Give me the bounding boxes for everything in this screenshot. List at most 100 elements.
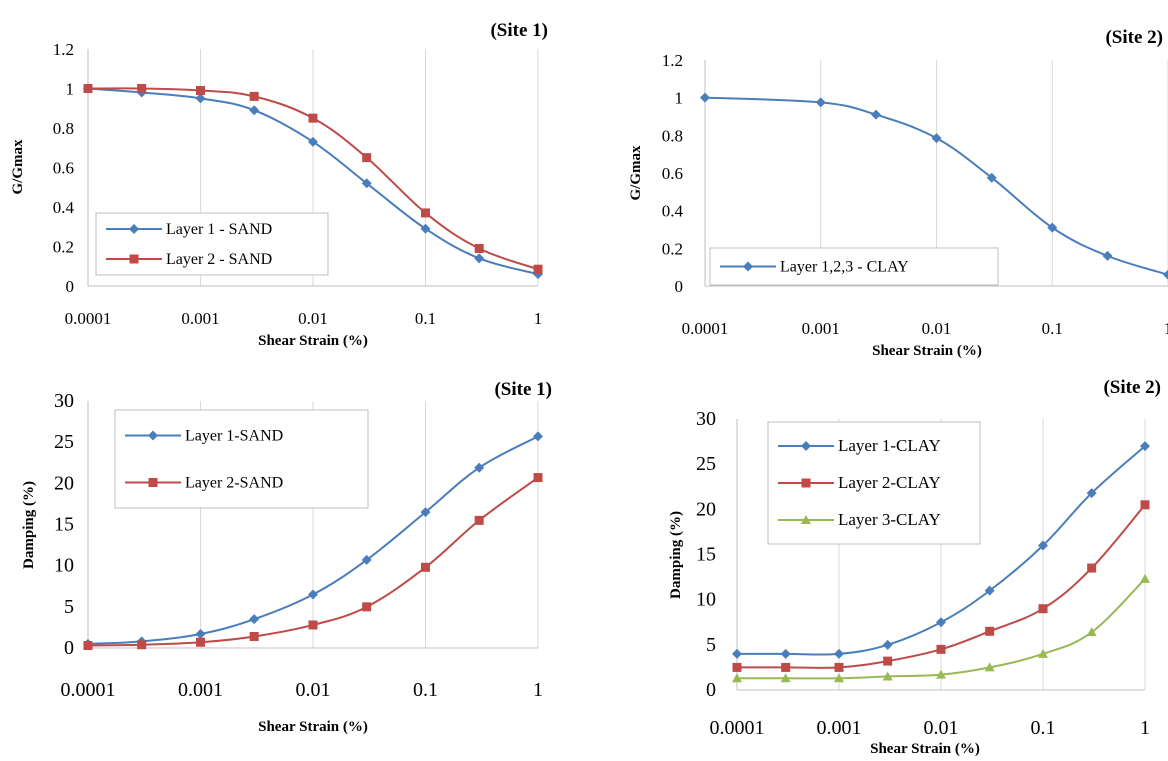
y-tick-label: 1	[675, 89, 684, 108]
data-point	[1047, 222, 1058, 233]
data-point	[474, 515, 484, 525]
data-point	[1038, 648, 1048, 658]
legend-label: Layer 1-CLAY	[838, 436, 941, 455]
data-point	[936, 617, 946, 628]
legend-marker	[801, 515, 811, 524]
data-point	[420, 223, 431, 234]
data-point	[361, 554, 372, 565]
legend-label: Layer 2 - SAND	[166, 251, 272, 268]
y-tick-label: 1	[66, 80, 75, 99]
y-axis-label: G/Gmax	[628, 145, 644, 200]
data-point	[936, 644, 946, 654]
chart-title: (Site 1)	[490, 20, 548, 41]
legend-label: Layer 3-CLAY	[838, 510, 941, 529]
data-point	[1140, 441, 1150, 452]
data-point	[1038, 540, 1048, 551]
x-axis-label: Shear Strain (%)	[258, 333, 368, 349]
data-point	[1163, 269, 1168, 280]
data-point	[780, 673, 791, 683]
data-point	[137, 640, 147, 650]
data-point	[83, 641, 93, 651]
data-point	[984, 585, 995, 596]
x-tick-label: 0.001	[181, 309, 219, 328]
data-point	[308, 589, 318, 600]
series-line	[737, 445, 1146, 656]
y-tick-label: 20	[54, 472, 74, 494]
x-tick-label: 0.1	[1042, 319, 1063, 338]
y-tick-label: 15	[696, 544, 716, 566]
x-tick-label: 0.0001	[682, 319, 729, 338]
data-point	[362, 602, 372, 612]
legend-label: Layer 2-SAND	[185, 475, 283, 492]
data-point	[936, 669, 946, 679]
y-tick-label: 30	[696, 408, 716, 430]
data-point	[700, 92, 710, 103]
y-tick-label: 25	[54, 431, 74, 453]
data-point	[474, 253, 485, 264]
data-point	[815, 97, 826, 108]
x-tick-label: 0.0001	[710, 717, 765, 739]
data-point	[834, 673, 844, 683]
data-point	[984, 662, 995, 672]
y-tick-label: 0.2	[53, 238, 74, 257]
y-axis-label: G/Gmax	[10, 139, 26, 194]
chart-title: (Site 2)	[1103, 377, 1161, 398]
y-axis-label: Damping (%)	[21, 481, 37, 569]
y-tick-label: 25	[696, 453, 716, 475]
y-tick-label: 5	[706, 634, 716, 656]
data-point	[249, 614, 260, 625]
legend-marker	[148, 478, 158, 487]
data-point	[195, 93, 206, 104]
y-tick-label: 15	[54, 514, 74, 536]
y-tick-label: 0	[64, 637, 74, 659]
data-point	[1087, 563, 1097, 573]
x-tick-label: 0.1	[413, 679, 438, 701]
legend-label: Layer 1 - SAND	[166, 221, 272, 238]
legend: Layer 1 - SAND Layer 2 - SAND	[95, 212, 329, 276]
x-tick-label: 1	[533, 679, 543, 701]
chart-title: (Site 2)	[1105, 27, 1163, 48]
data-point	[1140, 500, 1150, 510]
legend-marker	[801, 478, 811, 488]
x-axis-label: Shear Strain (%)	[258, 719, 368, 735]
data-point	[308, 113, 318, 123]
data-point	[882, 639, 893, 650]
y-axis-label: Damping (%)	[668, 511, 684, 599]
y-tick-label: 0.4	[53, 198, 75, 217]
data-point	[1140, 573, 1150, 583]
legend-marker	[129, 224, 139, 234]
data-point	[196, 637, 205, 647]
y-tick-label: 1.2	[662, 51, 683, 70]
legend-label: Layer 1,2,3 - CLAY	[780, 259, 909, 276]
data-point	[474, 243, 484, 253]
data-point	[308, 136, 318, 147]
data-point	[83, 84, 93, 93]
x-tick-label: 0.01	[296, 679, 331, 701]
legend-marker	[743, 261, 753, 272]
y-tick-label: 20	[696, 498, 716, 520]
y-tick-label: 0	[66, 277, 75, 296]
chart-title: (Site 1)	[494, 379, 552, 400]
legend-box	[95, 212, 329, 276]
data-point	[420, 507, 431, 518]
data-point	[985, 626, 995, 636]
data-point	[362, 153, 372, 163]
legend-marker	[129, 254, 139, 264]
x-tick-label: 1	[534, 309, 543, 328]
data-point	[781, 662, 791, 672]
data-point	[732, 662, 742, 672]
x-tick-label: 0.001	[802, 319, 840, 338]
data-point	[1038, 604, 1048, 614]
legend-label: Layer 1-SAND	[185, 428, 283, 445]
y-tick-label: 0	[706, 679, 716, 701]
data-point	[533, 473, 543, 483]
data-point	[421, 208, 430, 218]
chart-site1-g: 0.0001 0.001 0.01 0.1 1 0 0.2 0.4 0.6 0.8 1 1.2 Shea…	[10, 20, 548, 349]
data-point	[196, 85, 205, 95]
x-tick-label: 0.001	[178, 679, 223, 701]
data-point	[249, 631, 259, 641]
legend: Layer 1-CLAY Layer 2-CLAY Layer 3-CLAY	[767, 421, 981, 545]
